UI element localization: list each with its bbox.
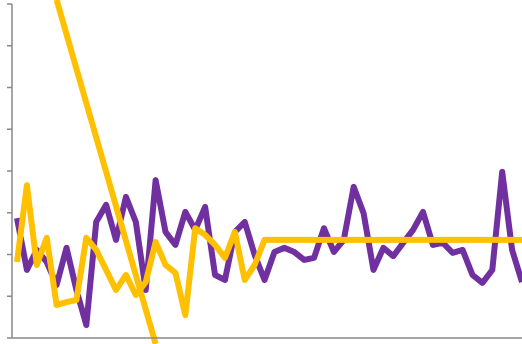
series-line [14,168,522,329]
series-line [14,182,522,319]
series-line [53,0,159,344]
plot-area [14,0,522,344]
